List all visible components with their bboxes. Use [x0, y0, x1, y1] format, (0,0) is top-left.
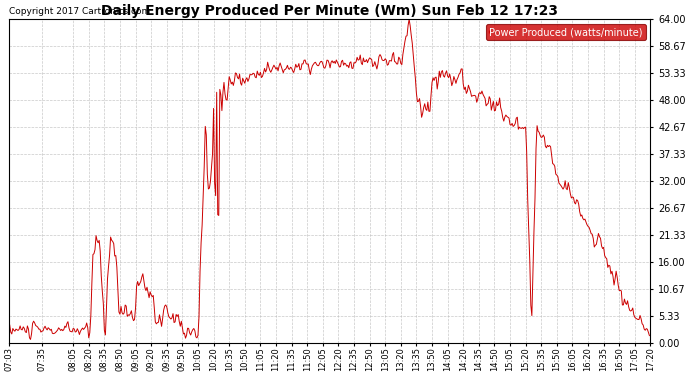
- Title: Daily Energy Produced Per Minute (Wm) Sun Feb 12 17:23: Daily Energy Produced Per Minute (Wm) Su…: [101, 4, 558, 18]
- Text: Copyright 2017 Cartronics.com: Copyright 2017 Cartronics.com: [9, 7, 150, 16]
- Legend: Power Produced (watts/minute): Power Produced (watts/minute): [486, 24, 646, 40]
